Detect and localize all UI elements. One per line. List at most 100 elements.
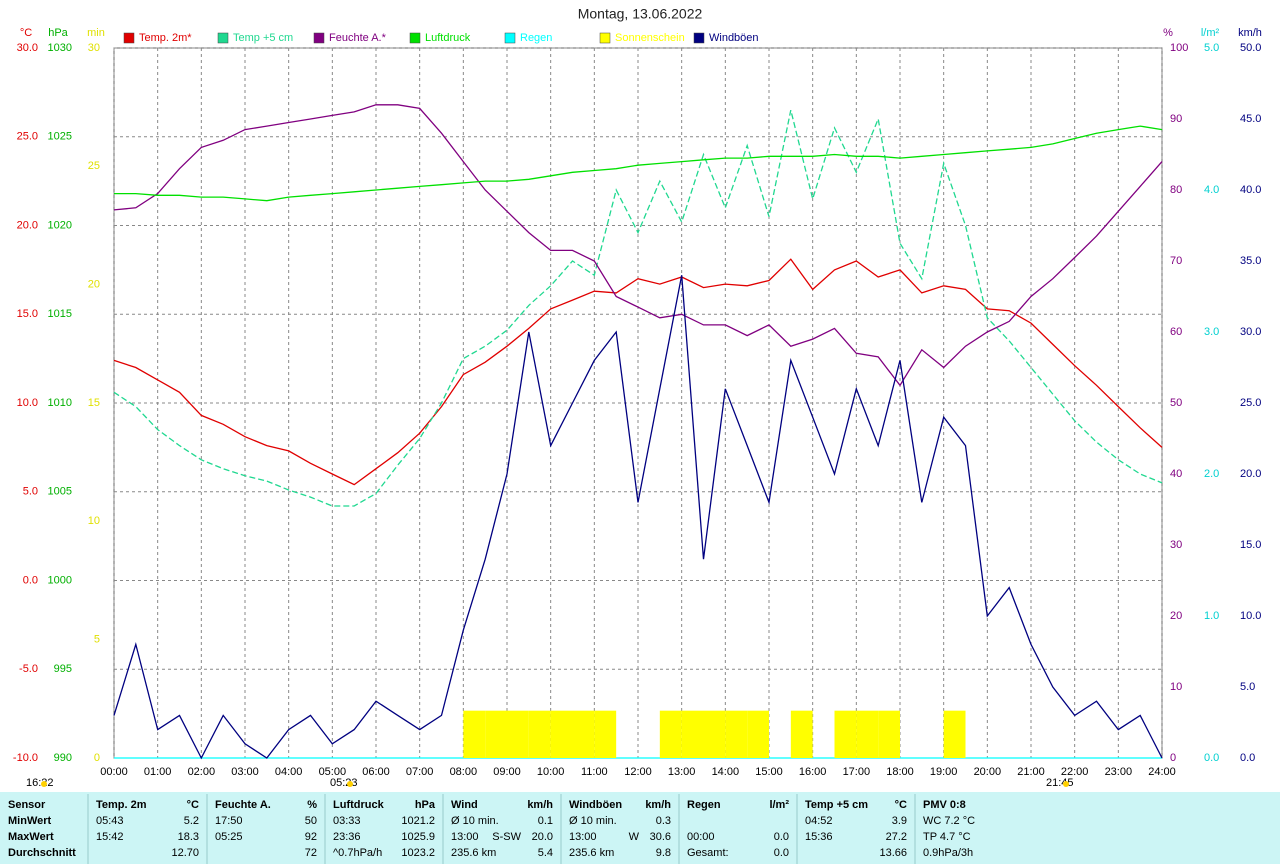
- axis-label: l/m²: [1201, 27, 1220, 39]
- x-tick-label: 21:00: [1017, 766, 1045, 778]
- table-header: Feuchte A.: [215, 799, 271, 811]
- sunshine-bar: [572, 710, 595, 758]
- y-tick-label: 0: [1170, 752, 1176, 764]
- sun-icon: [1063, 781, 1069, 787]
- axis-label: hPa: [48, 27, 68, 39]
- y-tick-label: 1010: [48, 397, 72, 409]
- table-cell: MinWert: [8, 815, 52, 827]
- x-tick-label: 09:00: [493, 766, 521, 778]
- table-cell: 30.6: [650, 831, 671, 843]
- table-header: Temp +5 cm: [805, 799, 868, 811]
- table-cell: 0.0: [774, 831, 789, 843]
- axis-label: °C: [20, 27, 32, 39]
- sunshine-bar: [659, 710, 682, 758]
- legend-label: Regen: [520, 32, 552, 44]
- y-tick-label: 30: [88, 42, 100, 54]
- y-tick-label: 5.0: [23, 486, 38, 498]
- x-tick-label: 01:00: [144, 766, 172, 778]
- table-cell: Durchschnitt: [8, 847, 76, 859]
- stats-table: [0, 792, 1280, 864]
- legend-label: Temp +5 cm: [233, 32, 293, 44]
- y-tick-label: 30.0: [17, 42, 38, 54]
- y-tick-label: 100: [1170, 42, 1188, 54]
- table-cell: Ø 10 min.: [451, 815, 499, 827]
- table-cell: 92: [305, 831, 317, 843]
- sunshine-bar: [528, 710, 551, 758]
- table-cell: 04:52: [805, 815, 833, 827]
- x-tick-label: 08:00: [450, 766, 478, 778]
- x-tick-label: 22:00: [1061, 766, 1089, 778]
- y-tick-label: 5: [94, 634, 100, 646]
- table-cell: 50: [305, 815, 317, 827]
- y-tick-label: 1025: [48, 131, 72, 143]
- table-header: °C: [895, 799, 907, 811]
- sunshine-bar: [943, 710, 966, 758]
- legend-swatch: [504, 32, 516, 44]
- y-tick-label: 10: [88, 515, 100, 527]
- y-tick-label: 20: [1170, 610, 1182, 622]
- y-tick-label: 0.0: [1204, 752, 1219, 764]
- y-tick-label: 1020: [48, 219, 72, 231]
- sunshine-bar: [507, 710, 529, 758]
- y-tick-label: 15: [88, 397, 100, 409]
- table-cell: 12.70: [171, 847, 199, 859]
- y-tick-label: 5.0: [1204, 42, 1219, 54]
- chart-title: Montag, 13.06.2022: [578, 6, 703, 22]
- annotation: 21:45: [1046, 777, 1074, 789]
- y-tick-label: 0: [94, 752, 100, 764]
- table-cell: S-SW: [492, 831, 521, 843]
- legend-label: Feuchte A.*: [329, 32, 387, 44]
- y-tick-label: 30.0: [1240, 326, 1261, 338]
- legend-label: Windböen: [709, 32, 759, 44]
- table-cell: Ø 10 min.: [569, 815, 617, 827]
- y-tick-label: 20.0: [1240, 468, 1261, 480]
- y-tick-label: 3.0: [1204, 326, 1219, 338]
- y-tick-label: 20: [88, 279, 100, 291]
- x-tick-label: 10:00: [537, 766, 565, 778]
- y-tick-label: 35.0: [1240, 255, 1261, 267]
- table-cell: 3.9: [892, 815, 907, 827]
- table-cell: 23:36: [333, 831, 361, 843]
- table-cell: 0.3: [656, 815, 671, 827]
- y-tick-label: 4.0: [1204, 184, 1219, 196]
- table-cell: 27.2: [886, 831, 907, 843]
- table-cell: 18.3: [178, 831, 199, 843]
- table-header: %: [307, 799, 317, 811]
- annotation: 05:23: [330, 777, 358, 789]
- table-header: hPa: [415, 799, 436, 811]
- y-tick-label: 0.0: [23, 574, 38, 586]
- table-cell: 20.0: [532, 831, 553, 843]
- y-tick-label: 30: [1170, 539, 1182, 551]
- table-cell: 1023.2: [401, 847, 435, 859]
- table-cell: 05:43: [96, 815, 124, 827]
- x-tick-label: 14:00: [712, 766, 740, 778]
- y-tick-label: 1005: [48, 486, 72, 498]
- sunshine-bar: [834, 710, 857, 758]
- series-line: [113, 109, 1163, 507]
- y-tick-label: 5.0: [1240, 681, 1255, 693]
- y-tick-label: 995: [54, 663, 72, 675]
- table-cell: 05:25: [215, 831, 243, 843]
- table-cell: 72: [305, 847, 317, 859]
- y-tick-label: 25.0: [17, 131, 38, 143]
- table-header: Wind: [451, 799, 478, 811]
- x-tick-label: 11:00: [581, 766, 608, 778]
- x-tick-label: 18:00: [886, 766, 914, 778]
- y-tick-label: -10.0: [13, 752, 38, 764]
- sunshine-bar: [790, 710, 813, 758]
- x-tick-label: 13:00: [668, 766, 696, 778]
- y-tick-label: 50.0: [1240, 42, 1261, 54]
- table-cell: 15:42: [96, 831, 124, 843]
- legend-swatch: [693, 32, 705, 44]
- x-tick-label: 24:00: [1148, 766, 1176, 778]
- sunshine-bar: [463, 710, 486, 758]
- sunshine-bar: [550, 710, 573, 758]
- y-tick-label: 60: [1170, 326, 1182, 338]
- legend-label: Luftdruck: [425, 32, 471, 44]
- sunshine-bar: [594, 710, 617, 758]
- table-cell: 5.4: [538, 847, 553, 859]
- table-header: Windböen: [569, 799, 622, 811]
- y-tick-label: 90: [1170, 113, 1182, 125]
- table-cell: ^0.7hPa/h: [333, 847, 382, 859]
